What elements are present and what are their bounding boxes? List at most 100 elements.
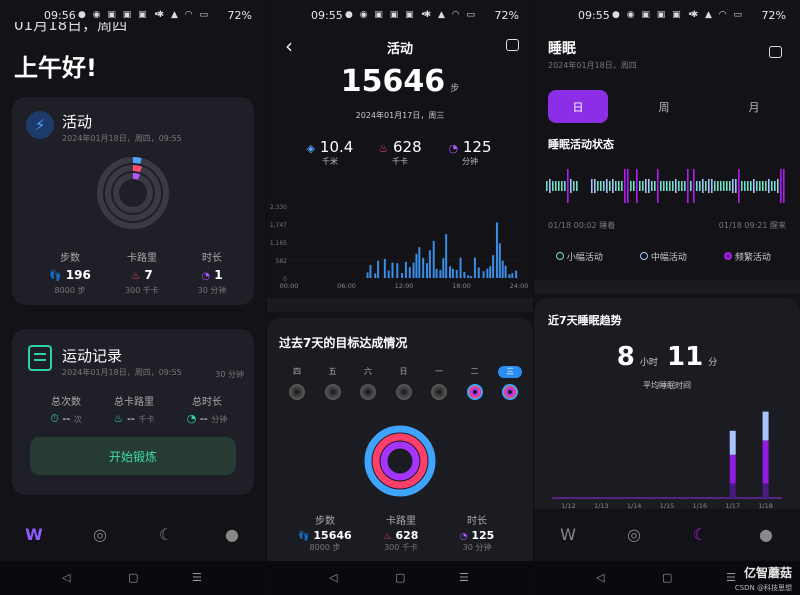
nav-sleep-icon[interactable]: ☾ (692, 525, 708, 544)
stat-goal: 30 分钟 (197, 286, 227, 295)
sleep-tick (597, 181, 599, 191)
weekday-label[interactable]: 三 (498, 366, 522, 378)
page-title: 睡眠 (548, 41, 576, 57)
sleep-tick (564, 181, 566, 191)
sleep-tick (747, 181, 749, 191)
summary-calories: ♨ 628 千卡 (365, 138, 435, 167)
sleep-tick (750, 181, 752, 191)
home-icon[interactable]: ▢ (395, 571, 406, 584)
weekday-ring[interactable] (360, 384, 376, 400)
back-icon[interactable]: ◁ (329, 571, 338, 584)
nav-compass-icon[interactable]: ◎ (627, 525, 641, 544)
nav-compass-icon[interactable]: ◎ (93, 525, 107, 544)
nav-activity-icon[interactable]: W (560, 525, 576, 544)
sleep-tick (681, 181, 683, 191)
step-bar (486, 268, 489, 278)
sleep-tick (660, 181, 662, 191)
summary-unit: 分钟 (462, 157, 478, 166)
x-tick-label: 24:00 (510, 282, 529, 290)
sleep-tick (600, 181, 602, 191)
home-icon[interactable]: ▢ (662, 571, 673, 584)
exercise-records-card[interactable]: 运动记录 2024年01月18日，周四，09:55 30 分钟 总次数 ⏱ --… (12, 329, 254, 495)
sleep-tick (663, 181, 665, 191)
step-bar (445, 234, 448, 278)
sleep-tick (699, 181, 701, 191)
summary-value: 125 (462, 138, 492, 156)
sleep-tick (621, 181, 623, 191)
x-tick-label: 1/14 (627, 502, 642, 510)
timer-icon: ◔ (459, 532, 468, 542)
back-arrow-icon[interactable]: ‹ (285, 34, 293, 58)
x-tick-label: 1/16 (693, 502, 708, 510)
sleep-tick (741, 181, 743, 191)
back-icon[interactable]: ◁ (596, 571, 605, 584)
step-bar (391, 262, 394, 278)
sleep-tick (708, 179, 710, 193)
summary-distance: ◈ 10.4 千米 (295, 138, 365, 167)
weekday-ring[interactable] (324, 384, 341, 400)
sleep-tick (759, 181, 761, 191)
sleep-tick (702, 179, 704, 193)
back-icon[interactable]: ◁ (62, 571, 71, 584)
step-bar (504, 265, 507, 278)
activity-card[interactable]: ⚡ 活动 2024年01月18日，周四，09:55 步数 👣 196 8000 … (12, 97, 254, 305)
home-icon[interactable]: ▢ (128, 571, 139, 584)
x-tick-label: 1/12 (561, 502, 576, 510)
weekday-label[interactable]: 六 (364, 367, 372, 376)
hourly-steps-chart: 2,330 1,747 1,165 582 000:00 06:00 12:00 18:00 2… (270, 204, 529, 290)
start-workout-button[interactable]: 开始锻炼 (30, 437, 236, 475)
weekday-ring[interactable] (395, 384, 412, 400)
sleep-tick (624, 169, 626, 203)
sleep-tick (546, 181, 548, 191)
stat-value: 628 (395, 529, 419, 542)
footsteps-icon: 👣 (49, 271, 62, 282)
step-bar (439, 269, 442, 278)
step-bar (404, 261, 407, 278)
weekday-ring[interactable] (431, 384, 447, 400)
stat-label: 总时长 (192, 397, 222, 408)
sleep-tick (552, 181, 554, 191)
step-bar (422, 257, 425, 278)
recents-icon[interactable]: ☰ (192, 571, 202, 584)
nav-profile-icon[interactable]: ● (225, 525, 239, 544)
weekday-label[interactable]: 一 (435, 367, 443, 376)
stat-value: 15646 (313, 529, 352, 542)
sleep-tick (717, 181, 719, 191)
weekday-label[interactable]: 二 (470, 367, 479, 376)
weekday-ring[interactable] (289, 384, 305, 400)
weekday-ring[interactable] (466, 384, 483, 400)
stat-unit: 千卡 (138, 415, 155, 424)
weekday-label[interactable]: 五 (328, 367, 337, 376)
step-bar (467, 275, 470, 278)
calendar-icon[interactable] (769, 46, 782, 58)
tab-week[interactable]: 周 (658, 101, 670, 114)
step-bar (470, 276, 473, 278)
sleep-date: 2024年01月18日，周四 (548, 61, 637, 70)
tab-day[interactable]: 日 (548, 90, 608, 123)
status-time: 09:55 (311, 9, 343, 22)
weekday-label[interactable]: 四 (293, 367, 301, 376)
nav-profile-icon[interactable]: ● (759, 525, 773, 544)
bottom-nav: W ◎ ☾ ● (534, 509, 800, 557)
timer-icon: ◔ (201, 271, 211, 282)
records-goal: 30 分钟 (215, 370, 244, 379)
stat-label: 总卡路里 (114, 397, 154, 408)
calendar-icon[interactable] (506, 39, 519, 51)
tab-month[interactable]: 月 (748, 101, 760, 114)
legend-dot (640, 252, 648, 260)
nav-sleep-icon[interactable]: ☾ (158, 525, 174, 544)
y-tick-label: 2,330 (270, 204, 287, 211)
date-partial: 01月18日，周四 (14, 22, 128, 34)
recents-icon[interactable]: ☰ (459, 571, 469, 584)
y-tick-label: 1,747 (270, 222, 287, 229)
weekday-ring[interactable] (502, 384, 518, 400)
stat-value: 7 (144, 268, 153, 282)
activity-title: 活动 (62, 113, 93, 131)
x-tick-label: 1/17 (725, 502, 740, 510)
legend-label: 中幅活动 (650, 253, 687, 263)
nav-activity-icon[interactable]: W (25, 525, 43, 544)
sleep-tick (777, 179, 779, 193)
weekday-label[interactable]: 日 (399, 367, 408, 376)
sleep-tick (606, 179, 608, 193)
recents-icon[interactable]: ☰ (726, 571, 736, 584)
